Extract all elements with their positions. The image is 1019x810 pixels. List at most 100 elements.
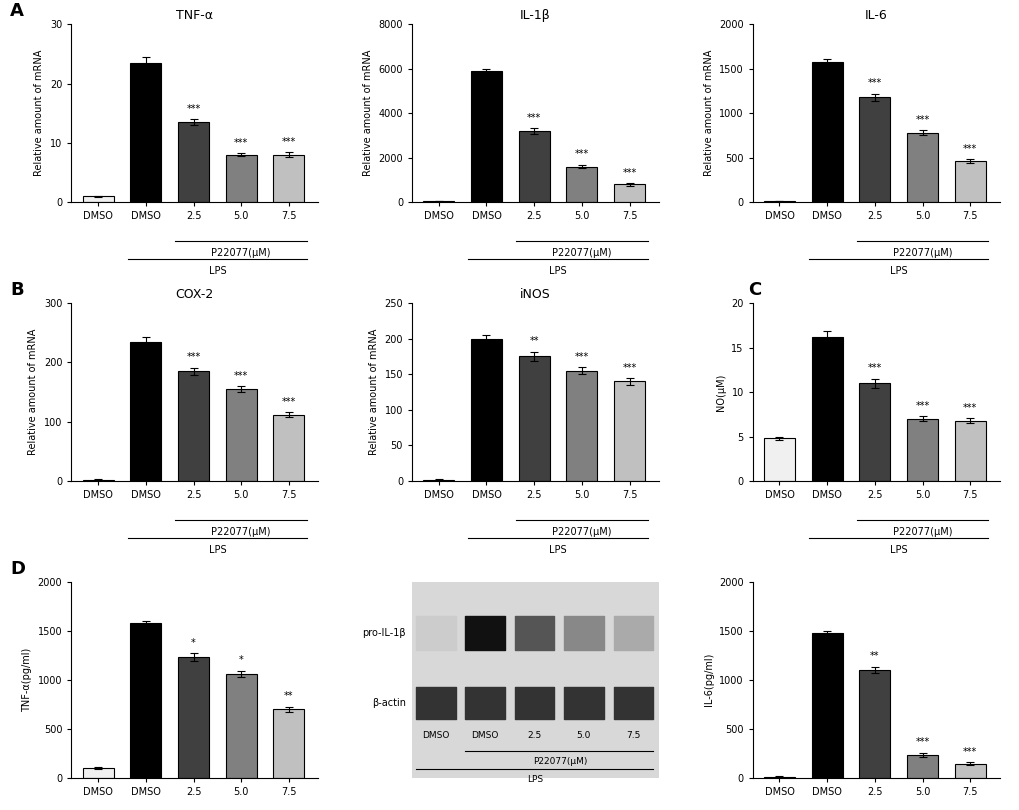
Bar <box>83 196 113 202</box>
Text: ***: *** <box>186 352 201 362</box>
Text: LPS: LPS <box>208 545 226 555</box>
Text: ***: *** <box>234 371 248 381</box>
Title: COX-2: COX-2 <box>175 288 214 301</box>
Bar <box>906 419 937 481</box>
Text: P22077(μM): P22077(μM) <box>211 527 271 537</box>
Title: IL-6: IL-6 <box>864 9 887 22</box>
Text: ***: *** <box>622 363 636 373</box>
Bar <box>83 480 113 481</box>
Text: LPS: LPS <box>889 545 907 555</box>
Text: ***: *** <box>281 137 296 147</box>
Text: LPS: LPS <box>527 775 543 784</box>
Y-axis label: Relative amount of mRNA: Relative amount of mRNA <box>363 50 373 177</box>
Bar <box>954 161 984 202</box>
Text: LPS: LPS <box>548 266 567 276</box>
Text: DMSO: DMSO <box>422 731 449 740</box>
Bar <box>225 155 257 202</box>
Text: P22077(μM): P22077(μM) <box>533 757 587 766</box>
Text: 5.0: 5.0 <box>576 731 590 740</box>
Text: *: * <box>238 654 244 665</box>
Text: **: ** <box>869 651 878 661</box>
Y-axis label: Relative amount of mRNA: Relative amount of mRNA <box>29 329 39 455</box>
Text: ***: *** <box>622 168 636 177</box>
Bar <box>613 382 644 481</box>
Text: β-actin: β-actin <box>372 698 406 708</box>
Bar <box>811 337 842 481</box>
Bar <box>859 383 890 481</box>
Bar <box>906 755 937 778</box>
Y-axis label: Relative amount of mRNA: Relative amount of mRNA <box>703 50 713 177</box>
Text: P22077(μM): P22077(μM) <box>892 527 952 537</box>
Bar <box>519 356 549 481</box>
Bar <box>423 480 453 481</box>
Text: ***: *** <box>962 403 976 412</box>
Bar <box>811 62 842 202</box>
Title: iNOS: iNOS <box>520 288 550 301</box>
Bar <box>225 389 257 481</box>
Bar <box>763 438 794 481</box>
Bar <box>906 133 937 202</box>
Bar <box>83 768 113 778</box>
Text: ***: *** <box>914 737 928 748</box>
Text: P22077(μM): P22077(μM) <box>551 527 611 537</box>
Bar <box>471 71 501 202</box>
Bar <box>273 415 304 481</box>
Text: *: * <box>191 637 196 647</box>
Text: LPS: LPS <box>548 545 567 555</box>
Bar <box>811 633 842 778</box>
Text: P22077(μM): P22077(μM) <box>211 249 271 258</box>
Bar <box>273 155 304 202</box>
Text: ***: *** <box>281 397 296 407</box>
Text: DMSO: DMSO <box>471 731 498 740</box>
Bar <box>613 185 644 202</box>
Text: ***: *** <box>867 79 881 88</box>
Bar <box>763 201 794 202</box>
Bar <box>519 131 549 202</box>
Text: ***: *** <box>574 149 588 160</box>
Text: D: D <box>10 560 25 578</box>
Title: TNF-α: TNF-α <box>176 9 213 22</box>
Text: ***: *** <box>527 113 541 123</box>
Y-axis label: TNF-α(pg/ml): TNF-α(pg/ml) <box>22 648 33 712</box>
Bar <box>130 623 161 778</box>
Text: ***: *** <box>962 747 976 757</box>
Text: C: C <box>747 281 760 299</box>
Bar <box>423 201 453 202</box>
Text: pro-IL-1β: pro-IL-1β <box>362 629 406 638</box>
Text: ***: *** <box>914 401 928 411</box>
Text: 7.5: 7.5 <box>626 731 640 740</box>
Text: ***: *** <box>186 104 201 113</box>
Text: 2.5: 2.5 <box>527 731 541 740</box>
Y-axis label: Relative amount of mRNA: Relative amount of mRNA <box>369 329 378 455</box>
Text: ***: *** <box>234 138 248 147</box>
Title: IL-1β: IL-1β <box>520 9 550 22</box>
Y-axis label: NO(μM): NO(μM) <box>715 373 726 411</box>
Bar <box>471 339 501 481</box>
Text: ***: *** <box>574 352 588 362</box>
Text: **: ** <box>529 336 538 346</box>
Bar <box>225 674 257 778</box>
Bar <box>130 342 161 481</box>
Bar <box>273 709 304 778</box>
Bar <box>859 670 890 778</box>
Text: ***: *** <box>867 364 881 373</box>
Text: LPS: LPS <box>208 266 226 276</box>
Text: B: B <box>10 281 23 299</box>
Text: ***: *** <box>962 144 976 154</box>
Text: LPS: LPS <box>889 266 907 276</box>
Text: P22077(μM): P22077(μM) <box>551 249 611 258</box>
Y-axis label: IL-6(pg/ml): IL-6(pg/ml) <box>703 653 713 706</box>
Bar <box>178 122 209 202</box>
Bar <box>130 63 161 202</box>
Bar <box>178 371 209 481</box>
Bar <box>954 764 984 778</box>
Bar <box>566 371 597 481</box>
Y-axis label: Relative amount of mRNA: Relative amount of mRNA <box>35 50 45 177</box>
Bar <box>954 420 984 481</box>
Bar <box>178 658 209 778</box>
Text: ***: *** <box>914 115 928 125</box>
Text: P22077(μM): P22077(μM) <box>892 249 952 258</box>
Bar <box>566 167 597 202</box>
Text: **: ** <box>284 691 293 701</box>
Text: A: A <box>10 2 24 20</box>
